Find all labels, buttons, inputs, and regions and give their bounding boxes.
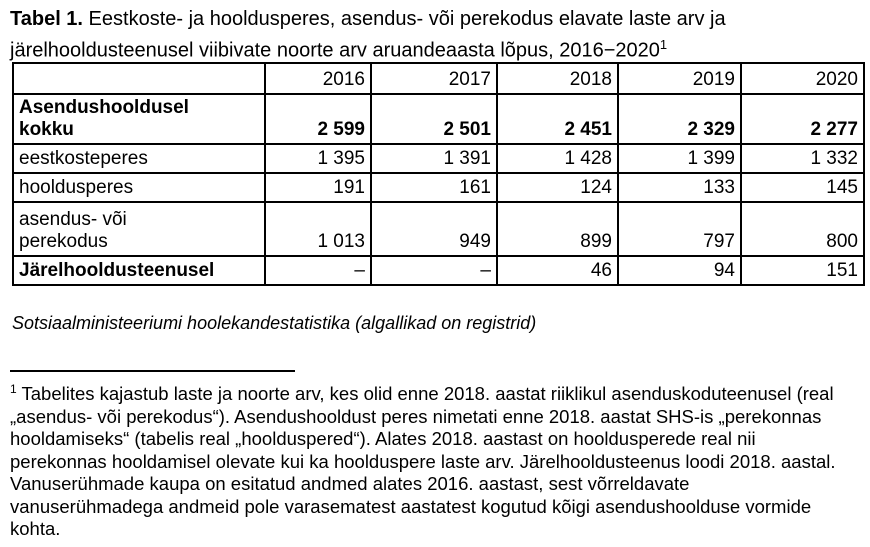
footnote: 1 Tabelites kajastub laste ja noorte arv…	[10, 378, 866, 541]
value-cell: 151	[740, 255, 865, 286]
table-title-number: Tabel 1.	[10, 8, 83, 30]
value-cell: 133	[617, 172, 742, 203]
footnote-separator-rule	[10, 370, 295, 372]
table-row-asendus-voi-perekodus: asendus- või perekodus 1 013 949 899 797…	[12, 201, 865, 257]
footnote-line: vanuserühmadega andmeid pole varasemates…	[10, 495, 812, 517]
header-cell-year: 2017	[370, 62, 498, 95]
table-header-row: 2016 2017 2018 2019 2020	[12, 62, 865, 95]
footnote-line: Vanuserühmade kaupa on esitatud andmed a…	[10, 473, 690, 495]
table-title-text: Eestkoste- ja hooldusperes, asendus- või…	[10, 8, 726, 62]
row-label: Järelhooldusteenusel	[12, 255, 266, 286]
value-cell: 899	[496, 201, 619, 257]
value-cell: 949	[370, 201, 498, 257]
value-cell: 800	[740, 201, 865, 257]
value-cell: 124	[496, 172, 619, 203]
row-label: eestkosteperes	[12, 143, 266, 174]
footnote-line: perekonnas hooldamisel olevate kui ka ho…	[10, 450, 836, 472]
value-cell: 1 399	[617, 143, 742, 174]
footnote-marker: 1	[10, 382, 17, 396]
value-cell: 191	[264, 172, 372, 203]
value-cell: 2 599	[264, 93, 372, 145]
row-label: asendus- või perekodus	[12, 201, 266, 257]
header-cell-year: 2019	[617, 62, 742, 95]
table-title: Tabel 1. Eestkoste- ja hooldusperes, ase…	[10, 6, 862, 64]
footnote-line: 1 Tabelites kajastub laste ja noorte arv…	[10, 382, 834, 405]
value-cell: 2 329	[617, 93, 742, 145]
table-row-asendushooldusel-kokku: Asendushooldusel kokku 2 599 2 501 2 451…	[12, 93, 865, 145]
value-cell: 2 451	[496, 93, 619, 145]
value-cell: 94	[617, 255, 742, 286]
value-cell: 1 428	[496, 143, 619, 174]
row-label: hooldusperes	[12, 172, 266, 203]
value-cell: 2 501	[370, 93, 498, 145]
value-cell: –	[370, 255, 498, 286]
table-row-jarelhooldusteenusel: Järelhooldusteenusel – – 46 94 151	[12, 255, 865, 286]
header-cell-year: 2018	[496, 62, 619, 95]
value-cell: 1 332	[740, 143, 865, 174]
value-cell: 161	[370, 172, 498, 203]
header-cell-year: 2020	[740, 62, 865, 95]
value-cell: 797	[617, 201, 742, 257]
header-cell-year: 2016	[264, 62, 372, 95]
value-cell: –	[264, 255, 372, 286]
header-cell-empty	[12, 62, 266, 95]
footnote-line: „asendus- või perekodus“). Asendushooldu…	[10, 405, 822, 427]
table-row-hooldusperes: hooldusperes 191 161 124 133 145	[12, 172, 865, 203]
value-cell: 1 395	[264, 143, 372, 174]
value-cell: 1 391	[370, 143, 498, 174]
footnote-line: hooldamiseks“ (tabelis real „hoolduspere…	[10, 428, 756, 450]
value-cell: 46	[496, 255, 619, 286]
statistics-table: 2016 2017 2018 2019 2020 Asendushoolduse…	[12, 62, 865, 286]
value-cell: 145	[740, 172, 865, 203]
row-label: Asendushooldusel kokku	[12, 93, 266, 145]
source-note: Sotsiaalministeeriumi hoolekandestatisti…	[12, 313, 537, 333]
footnote-line: kohta.	[10, 518, 61, 540]
table-row-eestkosteperes: eestkosteperes 1 395 1 391 1 428 1 399 1…	[12, 143, 865, 174]
value-cell: 2 277	[740, 93, 865, 145]
title-footnote-marker: 1	[659, 37, 668, 52]
value-cell: 1 013	[264, 201, 372, 257]
